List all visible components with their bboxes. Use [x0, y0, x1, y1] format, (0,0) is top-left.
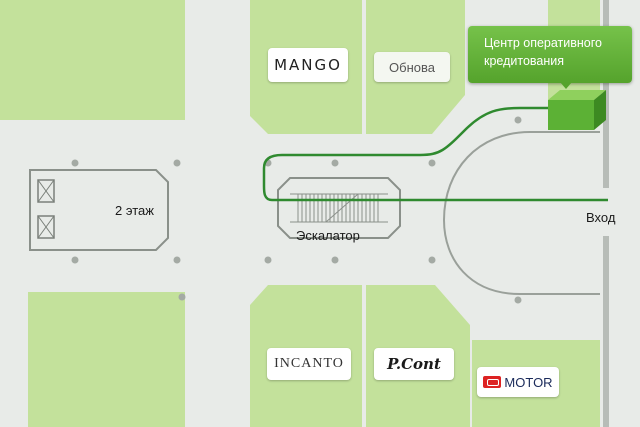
escalator-block [277, 177, 401, 239]
elevator-icon-2 [37, 215, 55, 239]
destination-marker [548, 100, 594, 130]
escalator-label: Эскалатор [296, 228, 360, 243]
floor2-label: 2 этаж [115, 203, 154, 218]
floor2-block [29, 169, 169, 251]
destination-top [548, 90, 606, 100]
store-block-top-left [0, 0, 185, 120]
escalator-steps [290, 193, 388, 223]
store-logo-obnova[interactable]: Обнова [374, 52, 450, 82]
motor-car-icon [483, 376, 502, 388]
entrance-label: Вход [586, 210, 616, 225]
route-path [262, 106, 608, 202]
entrance-curve-wall [442, 131, 600, 295]
store-logo-pcont[interactable]: P.Cont [374, 348, 454, 380]
store-block-bottom-left [28, 292, 185, 427]
callout-pointer [560, 82, 572, 89]
destination-callout[interactable]: Центр оперативного кредитования [468, 26, 632, 83]
column-markers [71, 116, 522, 304]
store-logo-motor-text: MOTOR [504, 374, 553, 390]
store-logo-motor[interactable]: MOTOR [477, 367, 559, 397]
store-logo-mango[interactable]: MANGO [268, 48, 348, 82]
destination-side [594, 90, 606, 130]
elevator-icon-1 [37, 179, 55, 203]
store-logo-incanto[interactable]: INCANTO [267, 348, 351, 380]
